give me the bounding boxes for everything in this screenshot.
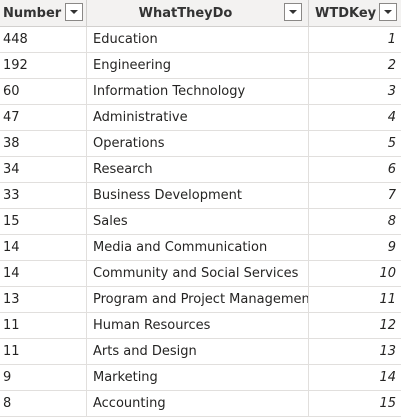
chevron-down-icon — [289, 10, 297, 14]
cell-whattheydo[interactable]: Marketing — [87, 365, 309, 390]
cell-number[interactable]: 9 — [0, 365, 87, 390]
cell-whattheydo[interactable]: Engineering — [87, 53, 309, 78]
cell-wtdkey[interactable]: 6 — [387, 162, 396, 177]
cell-whattheydo[interactable]: Administrative — [87, 105, 309, 130]
cell-wtdkey[interactable]: 9 — [387, 240, 396, 255]
table-body: 448 Education 1 192 Engineering 2 60 Inf… — [0, 27, 401, 417]
cell-whattheydo[interactable]: Program and Project Management — [87, 287, 309, 312]
table-row[interactable]: 448 Education 1 — [0, 27, 401, 53]
table-row[interactable]: 60 Information Technology 3 — [0, 79, 401, 105]
column-header-label: WhatTheyDo — [138, 5, 233, 21]
cell-wtdkey[interactable]: 10 — [379, 266, 396, 281]
cell-whattheydo[interactable]: Arts and Design — [87, 339, 309, 364]
cell-wtdkey[interactable]: 2 — [387, 58, 396, 73]
cell-number[interactable]: 11 — [0, 339, 87, 364]
cell-whattheydo[interactable]: Community and Social Services — [87, 261, 309, 286]
table-row[interactable]: 34 Research 6 — [0, 157, 401, 183]
filter-dropdown-button[interactable] — [379, 3, 397, 21]
cell-wtdkey[interactable]: 12 — [379, 318, 396, 333]
cell-number[interactable]: 11 — [0, 313, 87, 338]
column-header-label: WTDKey — [315, 5, 377, 21]
cell-whattheydo[interactable]: Education — [87, 27, 309, 52]
cell-whattheydo[interactable]: Operations — [87, 131, 309, 156]
cell-number[interactable]: 38 — [0, 131, 87, 156]
table-row[interactable]: 9 Marketing 14 — [0, 365, 401, 391]
filter-dropdown-button[interactable] — [284, 3, 302, 21]
table-row[interactable]: 11 Human Resources 12 — [0, 313, 401, 339]
cell-whattheydo[interactable]: Information Technology — [87, 79, 309, 104]
cell-number[interactable]: 33 — [0, 183, 87, 208]
chevron-down-icon — [384, 10, 392, 14]
cell-wtdkey[interactable]: 15 — [379, 396, 396, 411]
cell-whattheydo[interactable]: Human Resources — [87, 313, 309, 338]
table-row[interactable]: 14 Media and Communication 9 — [0, 235, 401, 261]
chevron-down-icon — [70, 10, 78, 14]
cell-number[interactable]: 14 — [0, 235, 87, 260]
table-row[interactable]: 15 Sales 8 — [0, 209, 401, 235]
cell-wtdkey[interactable]: 13 — [379, 344, 396, 359]
cell-whattheydo[interactable]: Media and Communication — [87, 235, 309, 260]
cell-wtdkey[interactable]: 7 — [387, 188, 396, 203]
filter-dropdown-button[interactable] — [65, 3, 83, 21]
cell-number[interactable]: 13 — [0, 287, 87, 312]
column-header-label: Number — [3, 5, 62, 21]
table-row[interactable]: 13 Program and Project Management 11 — [0, 287, 401, 313]
cell-whattheydo[interactable]: Research — [87, 157, 309, 182]
cell-number[interactable]: 14 — [0, 261, 87, 286]
cell-whattheydo[interactable]: Business Development — [87, 183, 309, 208]
cell-number[interactable]: 448 — [0, 27, 87, 52]
table-row[interactable]: 14 Community and Social Services 10 — [0, 261, 401, 287]
table-row[interactable]: 11 Arts and Design 13 — [0, 339, 401, 365]
cell-number[interactable]: 34 — [0, 157, 87, 182]
table-row[interactable]: 38 Operations 5 — [0, 131, 401, 157]
cell-wtdkey[interactable]: 5 — [387, 136, 396, 151]
column-header-whattheydo[interactable]: WhatTheyDo — [87, 0, 309, 26]
cell-number[interactable]: 47 — [0, 105, 87, 130]
table-row[interactable]: 192 Engineering 2 — [0, 53, 401, 79]
cell-wtdkey[interactable]: 1 — [387, 32, 396, 47]
table-row[interactable]: 33 Business Development 7 — [0, 183, 401, 209]
cell-wtdkey[interactable]: 3 — [387, 84, 396, 99]
cell-number[interactable]: 192 — [0, 53, 87, 78]
cell-whattheydo[interactable]: Accounting — [87, 391, 309, 416]
cell-number[interactable]: 15 — [0, 209, 87, 234]
table-row[interactable]: 47 Administrative 4 — [0, 105, 401, 131]
cell-wtdkey[interactable]: 14 — [379, 370, 396, 385]
cell-wtdkey[interactable]: 4 — [387, 110, 396, 125]
table-header: Number WhatTheyDo WTDKey — [0, 0, 401, 27]
cell-wtdkey[interactable]: 8 — [387, 214, 396, 229]
column-header-wtdkey[interactable]: WTDKey — [309, 0, 401, 26]
cell-whattheydo[interactable]: Sales — [87, 209, 309, 234]
table-row[interactable]: 8 Accounting 15 — [0, 391, 401, 417]
cell-wtdkey[interactable]: 11 — [379, 292, 396, 307]
cell-number[interactable]: 60 — [0, 79, 87, 104]
column-header-number[interactable]: Number — [0, 0, 87, 26]
cell-number[interactable]: 8 — [0, 391, 87, 416]
